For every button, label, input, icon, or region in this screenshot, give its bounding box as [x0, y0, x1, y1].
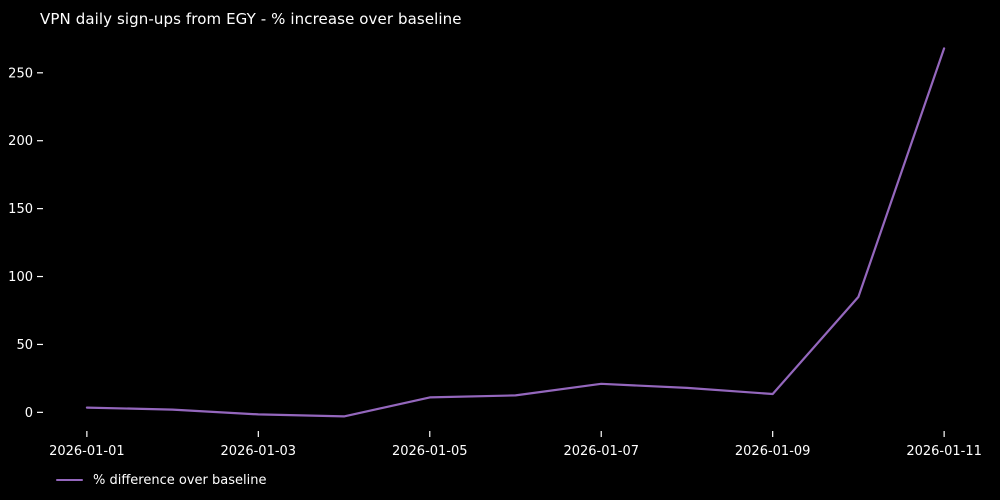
y-tick-label: 150: [8, 202, 33, 217]
x-tick-label: 2026-01-09: [735, 444, 811, 459]
x-tick-label: 2026-01-07: [563, 444, 639, 459]
legend-line-swatch: [56, 478, 83, 482]
y-tick-label: 100: [8, 270, 33, 285]
x-tick-label: 2026-01-05: [392, 444, 468, 459]
chart-title: VPN daily sign-ups from EGY - % increase…: [40, 10, 462, 28]
y-tick-label: 0: [25, 406, 33, 421]
y-tick-label: 200: [8, 134, 33, 149]
legend-label: % difference over baseline: [93, 472, 267, 488]
legend: % difference over baseline: [56, 472, 266, 488]
y-tick-label: 250: [8, 66, 33, 81]
x-tick-label: 2026-01-11: [906, 444, 982, 459]
x-tick-label: 2026-01-03: [221, 444, 297, 459]
x-tick-label: 2026-01-01: [49, 444, 125, 459]
data-line: [85, 47, 946, 418]
y-tick-label: 50: [16, 338, 33, 353]
